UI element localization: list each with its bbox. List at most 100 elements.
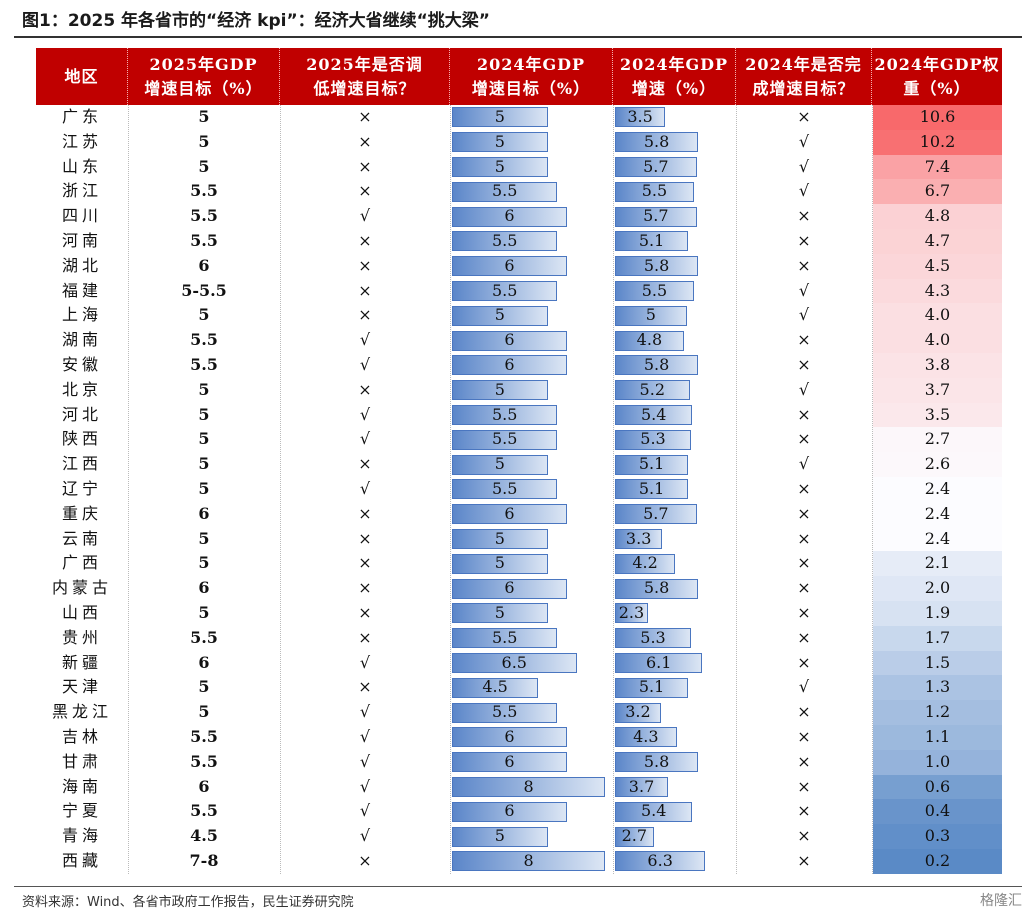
target-2024-label: 5.5: [491, 404, 518, 424]
gdp-weight: 4.0: [873, 303, 1002, 329]
region-name: 辽宁: [61, 479, 102, 498]
region-name: 广西: [61, 553, 102, 573]
target-2024-label: 5: [494, 305, 505, 325]
target-2025: 5.5: [190, 330, 218, 350]
gdp-weight: 1.9: [873, 601, 1002, 626]
column-header-line: 2025年GDP: [149, 54, 258, 74]
column-separator: [613, 105, 614, 874]
growth-2024-label: 5.1: [638, 454, 665, 474]
gdp-weight: 0.4: [873, 799, 1002, 825]
lowered-mark: ×: [358, 107, 372, 126]
gdp-weight: 4.7: [873, 229, 1002, 254]
region-name: 江西: [61, 454, 102, 474]
region-name: 上海: [61, 305, 102, 325]
target-2025: 5: [198, 553, 210, 573]
lowered-mark: ×: [358, 305, 372, 325]
growth-2024-label: 5.4: [640, 801, 667, 821]
target-2024-label: 6: [504, 355, 515, 374]
region-name: 云南: [61, 528, 102, 548]
region-name: 广东: [61, 107, 102, 126]
met-mark: ×: [797, 330, 811, 350]
target-2024-label: 8: [523, 776, 534, 796]
growth-2024-label: 5: [645, 305, 656, 325]
target-2024-bar: [452, 132, 548, 153]
growth-2024-label: 6.3: [647, 851, 673, 870]
region-name: 吉林: [61, 727, 102, 746]
met-mark: ×: [797, 627, 811, 647]
gdp-weight: 2.4: [873, 501, 1002, 527]
growth-2024-bar: [615, 181, 694, 202]
column-header: 2024年GDP 增速目标（%）: [450, 48, 613, 105]
target-2025: 5: [198, 603, 210, 622]
column-header-line: 增速（%）: [631, 78, 717, 98]
target-2024-label: 6: [504, 330, 515, 350]
region-name: 甘肃: [61, 751, 102, 771]
region-name: 宁夏: [61, 801, 102, 821]
growth-2024-label: 4.2: [632, 553, 658, 573]
chart-title: 图1：2025 年各省市的“经济 kpi”：经济大省继续“挑大梁”: [22, 11, 490, 31]
growth-2024-bar: [615, 132, 699, 153]
growth-2024-bar: [615, 826, 654, 847]
lowered-mark: ×: [358, 677, 372, 697]
lowered-mark: √: [359, 330, 371, 350]
target-2024-label: 5.5: [491, 429, 518, 449]
target-2025: 5: [198, 429, 210, 449]
target-2024-bar: [452, 107, 548, 128]
gdp-weight: 2.4: [873, 477, 1002, 502]
column-header-line: 成增速目标？: [752, 78, 855, 98]
met-mark: ×: [797, 801, 811, 821]
lowered-mark: ×: [358, 528, 372, 548]
growth-2024-bar: [615, 553, 676, 574]
gdp-weight: 1.5: [873, 650, 1002, 676]
met-mark: √: [798, 305, 810, 325]
growth-2024-bar: [615, 380, 690, 401]
column-separator: [280, 105, 281, 874]
gdp-weight: 1.2: [873, 700, 1002, 725]
met-mark: ×: [797, 528, 811, 548]
target-2024-bar: [452, 157, 548, 177]
growth-2024-bar: [615, 405, 693, 425]
growth-2024-bar: [615, 752, 699, 773]
target-2025: 6: [198, 255, 210, 275]
growth-2024-bar: [615, 801, 693, 822]
target-2024-bar: [452, 281, 558, 301]
region-name: 江苏: [61, 131, 102, 151]
target-2025: 5.5: [190, 206, 218, 226]
lowered-mark: √: [359, 801, 371, 821]
growth-2024-label: 2.7: [621, 826, 648, 846]
target-2024-bar: [452, 231, 558, 252]
growth-2024-bar: [615, 727, 677, 748]
target-2025: 5: [198, 479, 210, 498]
column-header-line: 低增速目标？: [313, 78, 416, 98]
region-name: 安徽: [61, 355, 102, 374]
met-mark: ×: [797, 206, 811, 226]
column-separator: [128, 105, 129, 874]
target-2025: 5: [198, 528, 210, 548]
lowered-mark: ×: [358, 553, 372, 573]
target-2024-label: 8: [523, 851, 534, 870]
region-name: 天津: [61, 677, 102, 697]
growth-2024-bar: [615, 653, 703, 673]
growth-2024-label: 6.1: [646, 652, 672, 672]
target-2024-bar: [452, 181, 558, 202]
growth-2024-bar: [615, 578, 699, 599]
lowered-mark: ×: [358, 578, 372, 598]
target-2024-bar: [452, 305, 548, 326]
growth-2024-label: 5.2: [639, 379, 665, 399]
column-header-line: 增速目标（%）: [144, 78, 263, 98]
growth-2024-label: 5.3: [640, 627, 666, 647]
column-header: 2025年是否调 低增速目标？: [280, 48, 450, 105]
gdp-weight: 3.5: [873, 402, 1002, 428]
met-mark: ×: [797, 107, 811, 126]
gdp-weight: 3.7: [873, 377, 1002, 403]
growth-2024-label: 5.1: [638, 479, 665, 498]
target-2025: 5.5: [190, 801, 218, 821]
gdp-weight: 0.3: [873, 824, 1002, 849]
gdp-weight: 4.8: [873, 204, 1002, 229]
growth-2024-label: 3.3: [625, 528, 652, 548]
region-name: 重庆: [61, 503, 102, 523]
met-mark: ×: [797, 603, 811, 622]
target-2025: 5: [198, 107, 210, 126]
growth-2024-bar: [615, 231, 689, 252]
region-name: 青海: [61, 826, 102, 846]
